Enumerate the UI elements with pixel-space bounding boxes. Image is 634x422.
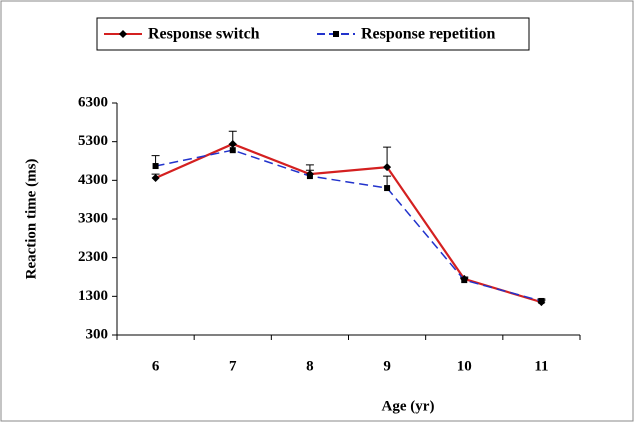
marker xyxy=(461,277,468,284)
y-tick-label: 1300 xyxy=(78,288,108,304)
marker xyxy=(538,297,545,304)
y-tick-label: 6300 xyxy=(78,94,108,110)
legend-box xyxy=(96,17,530,51)
x-tick-label: 7 xyxy=(229,358,237,374)
marker xyxy=(333,31,339,37)
x-tick-label: 9 xyxy=(383,358,391,374)
x-tick-label: 8 xyxy=(306,358,314,374)
marker xyxy=(119,30,127,38)
marker xyxy=(306,173,313,180)
x-axis-label: Age (yr) xyxy=(382,398,435,414)
marker xyxy=(152,163,159,170)
y-tick-label: 300 xyxy=(86,326,109,342)
legend-label: Response repetition xyxy=(361,26,495,43)
y-tick-label: 4300 xyxy=(78,172,108,188)
marker xyxy=(383,163,392,172)
y-tick-label: 5300 xyxy=(78,133,108,149)
marker xyxy=(229,147,236,154)
x-tick-label: 10 xyxy=(457,358,472,374)
y-tick-label: 2300 xyxy=(78,249,108,265)
marker xyxy=(151,174,160,183)
x-tick-label: 6 xyxy=(152,358,160,374)
y-tick-label: 3300 xyxy=(78,210,108,226)
marker xyxy=(384,185,391,192)
series-line xyxy=(155,149,542,302)
y-axis-label: Reaction time (ms) xyxy=(23,159,39,280)
x-tick-label: 11 xyxy=(534,358,548,374)
legend-label: Response switch xyxy=(148,26,260,43)
